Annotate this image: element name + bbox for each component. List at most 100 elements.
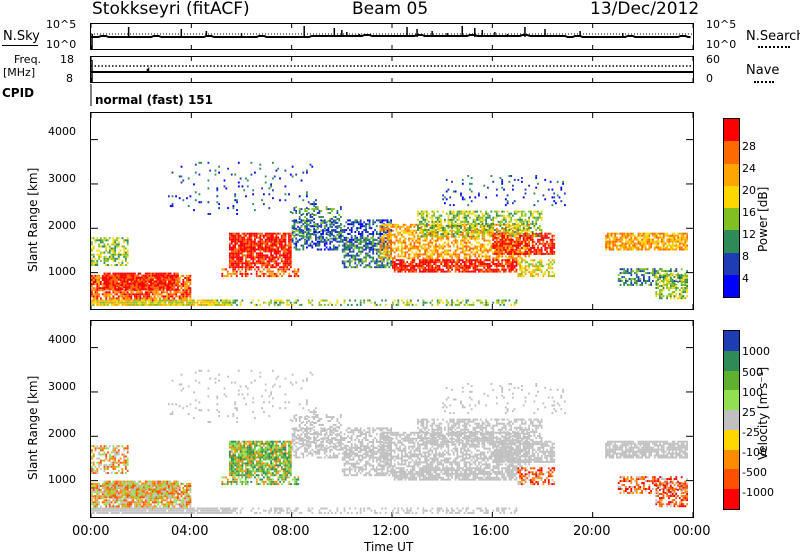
velocity-cell bbox=[173, 488, 176, 491]
power-cell bbox=[365, 227, 367, 230]
velocity-cell bbox=[150, 509, 152, 512]
velocity-cell bbox=[132, 511, 134, 514]
power-cell bbox=[284, 246, 287, 249]
velocity-cell bbox=[292, 478, 294, 481]
power-cell bbox=[359, 227, 362, 230]
power-cell bbox=[123, 297, 126, 300]
power-cell bbox=[322, 229, 324, 232]
velocity-cell bbox=[300, 427, 303, 430]
velocity-cell bbox=[125, 467, 127, 470]
power-cell bbox=[110, 284, 113, 287]
power-cell bbox=[162, 303, 165, 306]
power-cell bbox=[241, 268, 244, 271]
power-cell bbox=[266, 266, 269, 269]
velocity-cell bbox=[279, 462, 281, 465]
velocity-cell bbox=[302, 454, 305, 457]
velocity-cell bbox=[230, 444, 233, 447]
velocity-cell bbox=[246, 474, 249, 477]
power-cell bbox=[281, 268, 283, 271]
power-cell bbox=[193, 303, 195, 306]
power-cell bbox=[186, 279, 188, 281]
velocity-cell bbox=[259, 446, 262, 449]
velocity-cell bbox=[157, 482, 160, 485]
velocity-cell bbox=[279, 464, 281, 467]
velocity-cell bbox=[110, 507, 113, 510]
velocity-cell bbox=[96, 457, 99, 460]
power-cell bbox=[386, 219, 389, 222]
velocity-cell bbox=[313, 450, 315, 453]
power-cell bbox=[232, 260, 235, 263]
velocity-cell bbox=[248, 462, 251, 465]
power-cell bbox=[116, 278, 118, 281]
velocity-cell bbox=[254, 456, 256, 459]
velocity-cell bbox=[101, 509, 104, 512]
velocity-cell bbox=[180, 503, 183, 506]
velocity-cell bbox=[236, 444, 238, 447]
velocity-cell bbox=[232, 444, 235, 447]
power-cell bbox=[264, 234, 267, 237]
velocity-cell bbox=[103, 480, 106, 483]
power-cell bbox=[252, 262, 255, 265]
velocity-cell bbox=[171, 501, 174, 504]
velocity-cell bbox=[266, 448, 269, 451]
power-cell bbox=[135, 295, 138, 298]
velocity-cell bbox=[117, 480, 120, 483]
velocity-cell bbox=[200, 511, 203, 514]
power-cell bbox=[92, 281, 95, 283]
velocity-cell bbox=[148, 480, 151, 483]
velocity-cell bbox=[100, 489, 102, 491]
power-cell bbox=[264, 250, 267, 253]
power-cell bbox=[331, 248, 333, 251]
power-cell bbox=[336, 227, 339, 230]
power-cell bbox=[105, 288, 108, 291]
velocity-cell bbox=[354, 427, 357, 430]
velocity-cell bbox=[105, 467, 108, 470]
power-cell bbox=[268, 256, 271, 259]
velocity-cell bbox=[132, 494, 134, 497]
power-cell bbox=[123, 247, 126, 250]
velocity-cell bbox=[182, 507, 185, 510]
power-ytick: 1000 bbox=[48, 265, 76, 278]
velocity-cell bbox=[119, 482, 122, 485]
velocity-cell bbox=[241, 462, 244, 465]
power-cell bbox=[318, 240, 321, 243]
velocity-cell bbox=[318, 452, 321, 455]
velocity-cell bbox=[178, 485, 181, 487]
velocity-cell bbox=[116, 461, 118, 464]
velocity-cell bbox=[259, 450, 262, 453]
power-cell bbox=[232, 256, 235, 259]
velocity-cell bbox=[92, 453, 95, 456]
power-cell bbox=[277, 264, 280, 267]
power-cell bbox=[162, 286, 165, 289]
velocity-cell bbox=[91, 449, 93, 452]
power-cell bbox=[177, 299, 179, 302]
velocity-cell bbox=[307, 446, 310, 449]
power-cell bbox=[229, 264, 231, 267]
power-cell bbox=[254, 246, 256, 249]
velocity-cell bbox=[315, 446, 317, 449]
power-cell bbox=[341, 229, 344, 232]
velocity-cell bbox=[375, 450, 378, 453]
power-cell bbox=[116, 291, 118, 294]
power-cell bbox=[288, 275, 291, 278]
velocity-cell bbox=[141, 484, 143, 487]
velocity-cell bbox=[295, 429, 298, 432]
power-cell bbox=[135, 293, 138, 296]
power-cell bbox=[230, 266, 233, 269]
velocity-cell bbox=[91, 509, 93, 512]
velocity-cell bbox=[288, 466, 290, 469]
velocity-cell bbox=[282, 460, 285, 463]
velocity-cell bbox=[332, 452, 335, 455]
power-cell bbox=[302, 223, 305, 226]
power-cell bbox=[309, 237, 312, 240]
power-cell bbox=[94, 239, 97, 242]
power-cell bbox=[101, 241, 104, 244]
power-cell bbox=[318, 244, 321, 247]
power-cell bbox=[91, 243, 93, 246]
power-cell bbox=[98, 245, 100, 248]
power-cell bbox=[263, 240, 265, 243]
velocity-cell bbox=[114, 459, 117, 462]
velocity-cell bbox=[189, 499, 192, 502]
velocity-cell bbox=[171, 492, 174, 495]
power-cell bbox=[187, 289, 190, 292]
